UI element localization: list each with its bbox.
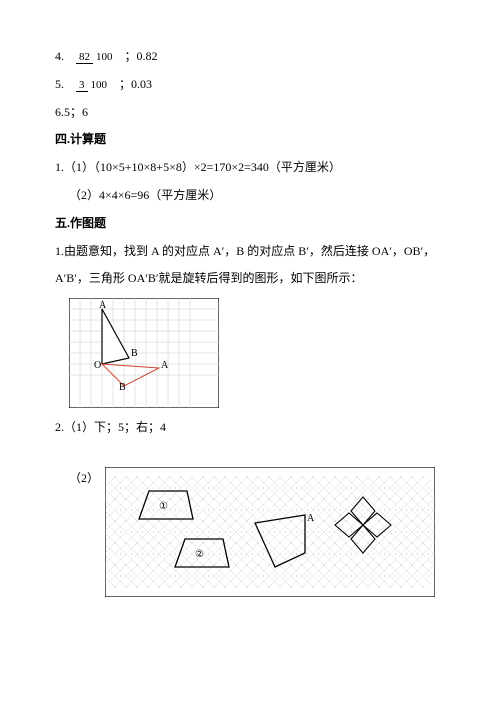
s4-l1: 1.（1）（10×5+10×8+5×8）×2=170×2=340（平方厘米）	[55, 156, 445, 179]
svg-text:A: A	[161, 360, 169, 371]
svg-text:A: A	[99, 300, 107, 311]
svg-text:②: ②	[195, 549, 204, 560]
q4-tail: ；0.82	[125, 49, 158, 63]
s5-l2: A′B′，三角形 OA′B′就是旋转后得到的图形，如下图所示：	[55, 267, 445, 290]
figure-2: ① ② A	[105, 467, 435, 597]
q4-frac: 82100	[76, 51, 116, 63]
svg-text:①: ①	[159, 501, 168, 512]
svg-text:O: O	[94, 360, 101, 371]
q6: 6.5；6	[55, 101, 445, 124]
q2-1: 2.（1）下；5；右；4	[55, 416, 445, 439]
q4-num: 4.	[55, 49, 64, 63]
q5-frac: 3100	[76, 79, 110, 91]
svg-text:B: B	[119, 382, 126, 393]
s5-l1: 1.由题意知，找到 A 的对应点 A′，B 的对应点 B′，然后连接 OA′，O…	[55, 240, 445, 263]
figure-1: O A B A B	[69, 298, 219, 408]
section4-title: 四.计算题	[55, 128, 445, 151]
section5-title: 五.作图题	[55, 212, 445, 235]
q5-num: 5.	[55, 77, 64, 91]
q2-2: （2）	[55, 467, 99, 490]
svg-text:A: A	[307, 513, 315, 524]
s4-l2: （2）4×4×6=96（平方厘米）	[55, 184, 445, 207]
q5-tail: ；0.03	[119, 77, 152, 91]
svg-text:B: B	[131, 348, 138, 359]
